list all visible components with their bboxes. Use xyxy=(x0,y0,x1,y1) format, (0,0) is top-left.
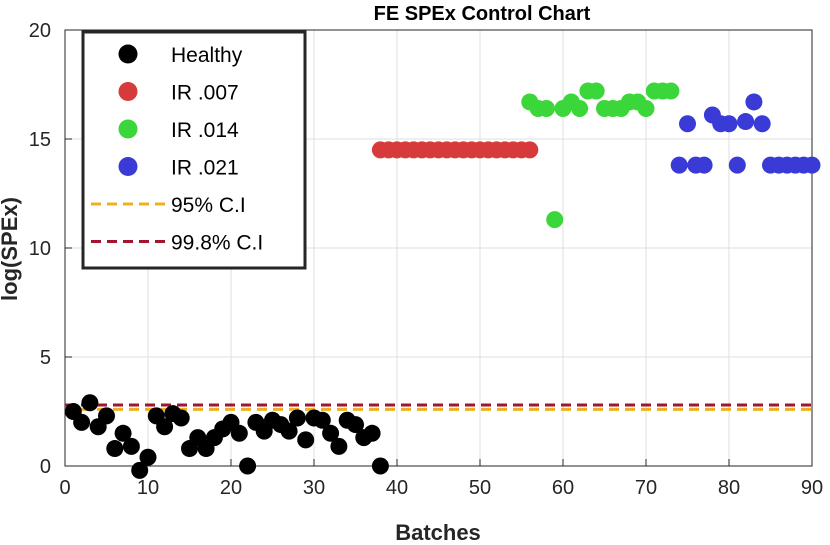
data-point xyxy=(753,115,771,133)
data-point xyxy=(546,211,564,229)
data-point xyxy=(637,99,655,117)
y-tick-label: 5 xyxy=(40,347,51,369)
x-tick-label: 60 xyxy=(552,477,574,499)
y-tick-label: 20 xyxy=(29,20,51,42)
x-tick-label: 40 xyxy=(386,477,408,499)
data-point xyxy=(280,422,298,440)
x-tick-label: 30 xyxy=(303,477,325,499)
legend-label: IR .007 xyxy=(171,82,239,105)
x-tick-label: 20 xyxy=(220,477,242,499)
data-point xyxy=(131,461,149,479)
legend-label: IR .021 xyxy=(171,157,239,180)
legend-marker xyxy=(118,119,138,139)
data-point xyxy=(679,115,696,133)
data-point xyxy=(297,431,315,449)
data-point xyxy=(81,394,99,412)
data-point xyxy=(521,141,539,159)
x-tick-label: 80 xyxy=(718,477,740,499)
legend-marker xyxy=(118,157,138,176)
x-axis-label: Batches xyxy=(395,520,481,545)
data-point xyxy=(803,156,821,174)
data-point xyxy=(695,156,713,174)
y-tick-label: 0 xyxy=(40,456,51,478)
data-point xyxy=(156,418,174,436)
data-point xyxy=(98,407,115,425)
data-point xyxy=(571,99,589,117)
legend-label: Healthy xyxy=(171,44,243,67)
data-point xyxy=(662,82,680,100)
data-point xyxy=(347,416,364,434)
y-tick-label: 15 xyxy=(29,129,51,151)
data-point xyxy=(587,82,605,100)
data-point xyxy=(745,93,763,111)
x-tick-label: 70 xyxy=(635,477,657,499)
chart-title: FE SPEx Control Chart xyxy=(374,3,591,25)
x-tick-label: 0 xyxy=(59,477,70,499)
data-point xyxy=(371,457,389,475)
legend-label: 99.8% C.I xyxy=(171,232,263,255)
data-point xyxy=(122,437,140,455)
data-point xyxy=(73,413,91,431)
data-point xyxy=(239,457,257,475)
data-point xyxy=(537,99,555,117)
legend-marker xyxy=(118,44,138,64)
legend-marker xyxy=(118,82,138,101)
plot-frame xyxy=(64,29,813,467)
y-tick-labels: 0 5 10 15 20 xyxy=(29,20,51,478)
legend-box xyxy=(81,30,307,270)
y-axis-label: log(SPEx) xyxy=(0,197,22,301)
data-point xyxy=(363,424,381,442)
data-point xyxy=(172,409,190,427)
data-point xyxy=(728,156,746,174)
y-tick-label: 10 xyxy=(29,238,51,260)
data-point xyxy=(139,448,157,466)
x-tick-label: 50 xyxy=(469,477,491,499)
x-tick-label: 90 xyxy=(801,477,823,499)
data-point xyxy=(106,440,124,458)
threshold-lines xyxy=(65,403,812,411)
data-point xyxy=(670,156,688,174)
x-tick-labels: 0 10 20 30 40 50 60 70 80 90 xyxy=(59,477,823,499)
data-point xyxy=(114,424,132,442)
data-point xyxy=(322,424,340,442)
data-point xyxy=(230,424,248,442)
data-points xyxy=(64,82,821,479)
data-point xyxy=(720,115,738,133)
data-point xyxy=(737,113,755,131)
x-tick-label: 10 xyxy=(137,477,159,499)
legend: Healthy IR .007 IR .014 IR .021 95% C.I 99.8%… xyxy=(81,30,307,270)
data-point xyxy=(313,411,331,429)
legend-label: IR .014 xyxy=(171,119,239,142)
data-point xyxy=(288,409,306,427)
data-point xyxy=(330,437,348,455)
legend-label: 95% C.I xyxy=(171,194,246,217)
